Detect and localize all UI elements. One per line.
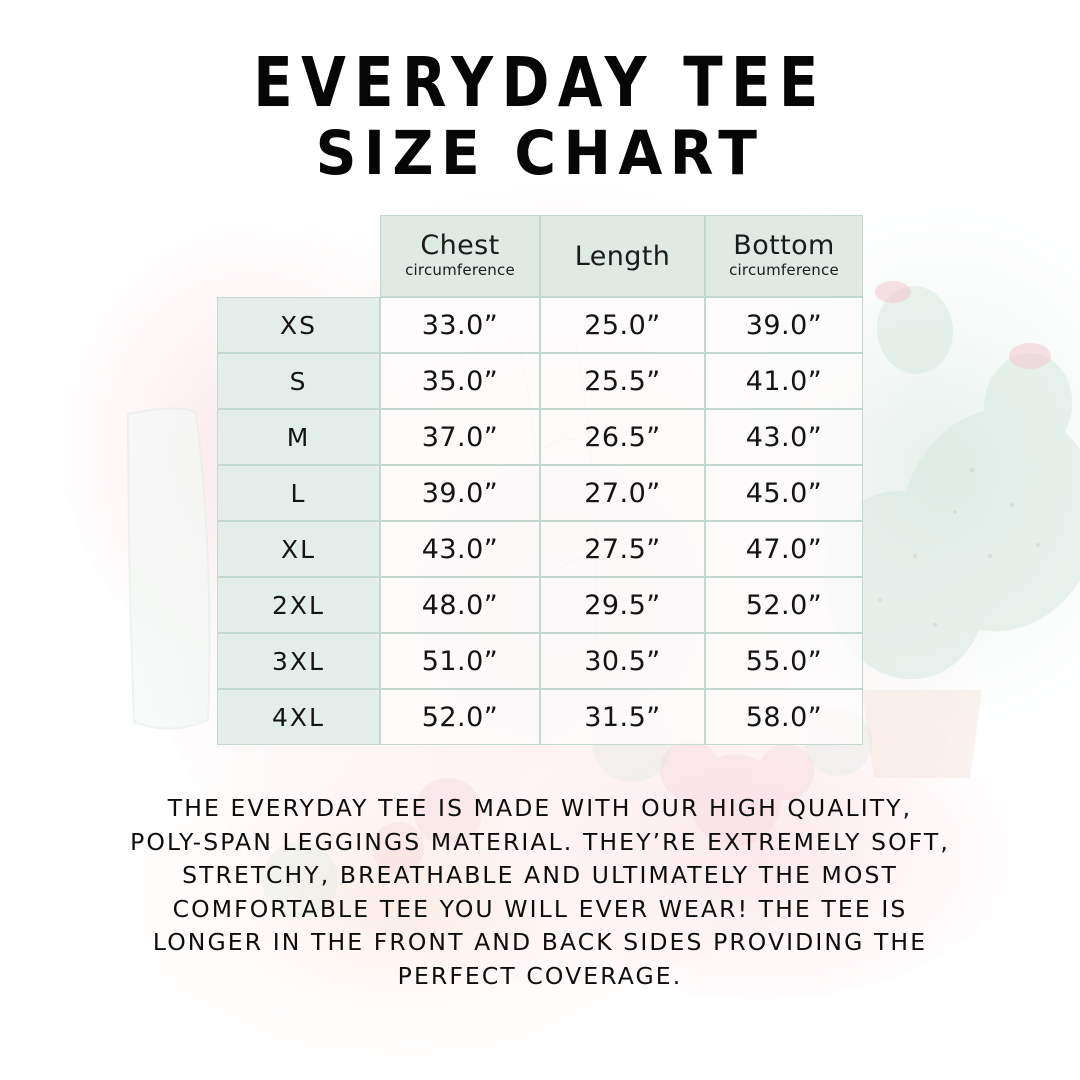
- cell-length: 26.5”: [540, 409, 705, 465]
- description-line: POLY-SPAN LEGGINGS MATERIAL. THEY’RE EXT…: [130, 827, 950, 856]
- table-row: M 37.0” 26.5” 43.0”: [217, 409, 863, 465]
- cell-chest: 43.0”: [380, 521, 540, 577]
- column-header-bottom-sublabel: circumference: [729, 261, 839, 280]
- description-line: PERFECT COVERAGE.: [397, 961, 683, 990]
- row-size-label: XL: [217, 521, 380, 577]
- cell-bottom: 47.0”: [705, 521, 863, 577]
- cell-chest: 37.0”: [380, 409, 540, 465]
- cell-length: 25.5”: [540, 353, 705, 409]
- column-header-chest: Chest circumference: [380, 215, 540, 297]
- cell-chest: 48.0”: [380, 577, 540, 633]
- cell-length: 27.5”: [540, 521, 705, 577]
- description-line: COMFORTABLE TEE YOU WILL EVER WEAR! THE …: [172, 894, 908, 923]
- row-size-label: 4XL: [217, 689, 380, 745]
- cell-chest: 33.0”: [380, 297, 540, 353]
- column-header-bottom-label: Bottom: [733, 230, 835, 262]
- table-row: 3XL 51.0” 30.5” 55.0”: [217, 633, 863, 689]
- table-header-row: Chest circumference Length Bottom circum…: [217, 215, 863, 297]
- table-row: L 39.0” 27.0” 45.0”: [217, 465, 863, 521]
- row-size-label: S: [217, 353, 380, 409]
- row-size-label: M: [217, 409, 380, 465]
- title-line-2: SIZE CHART: [315, 118, 765, 190]
- cell-chest: 39.0”: [380, 465, 540, 521]
- table-corner-spacer: [217, 215, 380, 297]
- page-title: EVERYDAY TEE SIZE CHART: [0, 48, 1080, 190]
- cell-length: 29.5”: [540, 577, 705, 633]
- description-line: LONGER IN THE FRONT AND BACK SIDES PROVI…: [152, 928, 928, 956]
- row-size-label: 2XL: [217, 577, 380, 633]
- column-header-length: Length: [540, 215, 705, 297]
- row-size-label: 3XL: [217, 633, 380, 689]
- row-size-label: L: [217, 465, 380, 521]
- table-row: XS 33.0” 25.0” 39.0”: [217, 297, 863, 353]
- row-size-label: XS: [217, 297, 380, 353]
- cell-bottom: 43.0”: [705, 409, 863, 465]
- cell-bottom: 41.0”: [705, 353, 863, 409]
- cell-length: 27.0”: [540, 465, 705, 521]
- measurements-table: Chest circumference Length Bottom circum…: [217, 215, 863, 745]
- column-header-bottom: Bottom circumference: [705, 215, 863, 297]
- cell-chest: 52.0”: [380, 689, 540, 745]
- table-row: 4XL 52.0” 31.5” 58.0”: [217, 689, 863, 745]
- table-row: S 35.0” 25.5” 41.0”: [217, 353, 863, 409]
- cell-length: 30.5”: [540, 633, 705, 689]
- cell-bottom: 45.0”: [705, 465, 863, 521]
- cell-chest: 51.0”: [380, 633, 540, 689]
- table-body: XS 33.0” 25.0” 39.0” S 35.0” 25.5” 41.0” M 37.0” 2…: [217, 297, 863, 745]
- description-line: THE EVERYDAY TEE IS MADE WITH OUR HIGH Q…: [167, 794, 913, 822]
- column-header-length-label: Length: [574, 240, 671, 272]
- table-row: 2XL 48.0” 29.5” 52.0”: [217, 577, 863, 633]
- cell-bottom: 55.0”: [705, 633, 863, 689]
- product-description: THE EVERYDAY TEE IS MADE WITH OUR HIGH Q…: [0, 792, 1080, 993]
- cell-chest: 35.0”: [380, 353, 540, 409]
- column-header-chest-sublabel: circumference: [405, 261, 515, 280]
- column-header-chest-label: Chest: [420, 230, 500, 262]
- cell-length: 25.0”: [540, 297, 705, 353]
- description-line: STRETCHY, BREATHABLE AND ULTIMATELY THE …: [182, 861, 898, 889]
- cell-length: 31.5”: [540, 689, 705, 745]
- cell-bottom: 39.0”: [705, 297, 863, 353]
- cell-bottom: 58.0”: [705, 689, 863, 745]
- title-line-1: EVERYDAY TEE: [253, 43, 827, 123]
- cell-bottom: 52.0”: [705, 577, 863, 633]
- table-row: XL 43.0” 27.5” 47.0”: [217, 521, 863, 577]
